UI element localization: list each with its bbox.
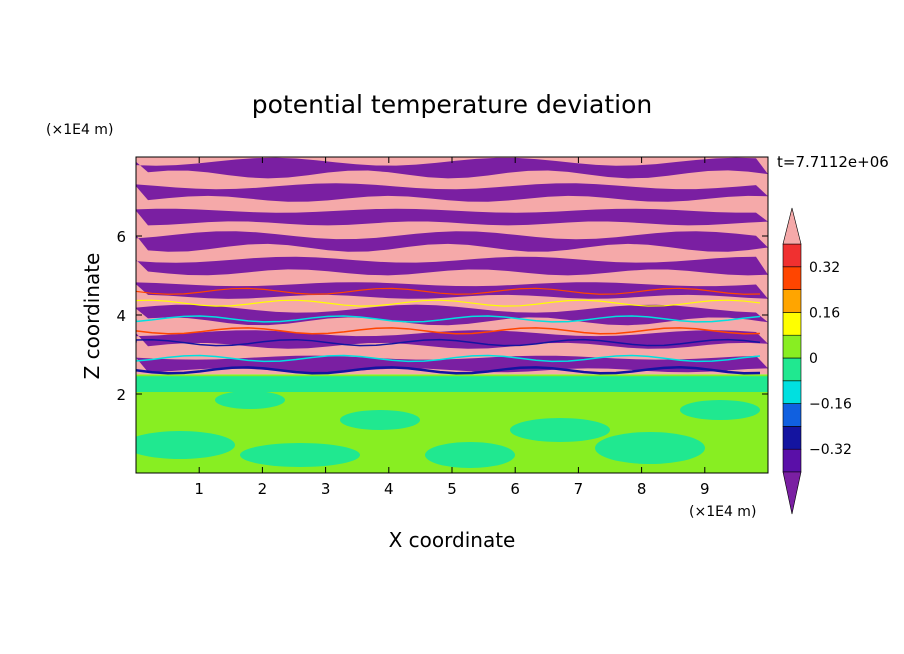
heatmap-field — [136, 157, 768, 473]
colorbar-segment — [782, 289, 802, 313]
colorbar-tick-label: 0 — [809, 351, 818, 367]
colorbar-segment — [782, 243, 802, 268]
purple-band — [136, 157, 768, 179]
lower-layer-patch — [340, 410, 420, 430]
purple-band — [136, 208, 768, 226]
lower-layer-patch — [215, 391, 285, 409]
interface-streak — [136, 366, 761, 375]
interface-strip — [136, 376, 768, 393]
x-tick-label: 3 — [321, 480, 331, 498]
interface-streak — [136, 299, 761, 307]
x-tick-label: 1 — [194, 480, 204, 498]
lower-layer-patch — [680, 400, 760, 420]
colorbar: 0.32 0.16 0 −0.16 −0.32 — [782, 207, 852, 515]
interface-streak — [136, 287, 761, 295]
y-axis: 2 4 6 — [116, 228, 768, 404]
x-tick-label: 9 — [700, 480, 710, 498]
lower-layer-patch — [595, 432, 705, 464]
interface-streak — [136, 354, 761, 363]
colorbar-segment — [782, 312, 802, 336]
y-tick-label: 2 — [116, 386, 126, 404]
time-label: t=7.7112e+06 — [777, 153, 889, 171]
colorbar-under-arrow — [782, 471, 802, 515]
interface-streak — [136, 315, 761, 323]
colorbar-tick-label: 0.16 — [809, 305, 840, 321]
x-tick-label: 8 — [637, 480, 647, 498]
colorbar-tick-label: −0.16 — [809, 397, 852, 413]
lower-layer-patch — [240, 443, 360, 467]
x-tick-label: 7 — [574, 480, 584, 498]
x-tick-label: 5 — [447, 480, 457, 498]
y-axis-label: Z coordinate — [80, 253, 104, 380]
colorbar-segment — [782, 426, 802, 450]
colorbar-segment — [782, 334, 802, 359]
colorbar-segment — [782, 266, 802, 290]
colorbar-tick-label: 0.32 — [809, 260, 840, 276]
lower-layer-patch — [136, 431, 235, 459]
chart-title: potential temperature deviation — [252, 90, 652, 119]
x-unit-label: (×1E4 m) — [689, 504, 756, 520]
colorbar-tick-label: −0.32 — [809, 442, 852, 458]
y-tick-label: 6 — [116, 228, 126, 246]
x-tick-label: 2 — [258, 480, 268, 498]
colorbar-over-arrow — [782, 207, 802, 245]
purple-band — [136, 231, 768, 252]
colorbar-segment — [782, 403, 802, 427]
colorbar-segment — [782, 357, 802, 382]
purple-band — [136, 183, 768, 202]
x-axis-label: X coordinate — [389, 528, 516, 552]
interface-streak — [136, 338, 761, 347]
x-tick-label: 4 — [384, 480, 394, 498]
lower-layer-patch — [510, 418, 610, 442]
lower-layer-patch — [425, 442, 515, 468]
x-axis: 1 2 3 4 5 6 7 8 9 — [194, 157, 710, 498]
purple-band — [136, 256, 768, 276]
colorbar-segment — [782, 448, 802, 473]
x-tick-label: 6 — [510, 480, 520, 498]
purple-band — [136, 282, 768, 299]
y-unit-label: (×1E4 m) — [46, 122, 113, 138]
colorbar-segment — [782, 380, 802, 404]
y-tick-label: 4 — [116, 307, 126, 325]
purple-band — [136, 330, 768, 349]
interface-streak — [136, 327, 761, 335]
